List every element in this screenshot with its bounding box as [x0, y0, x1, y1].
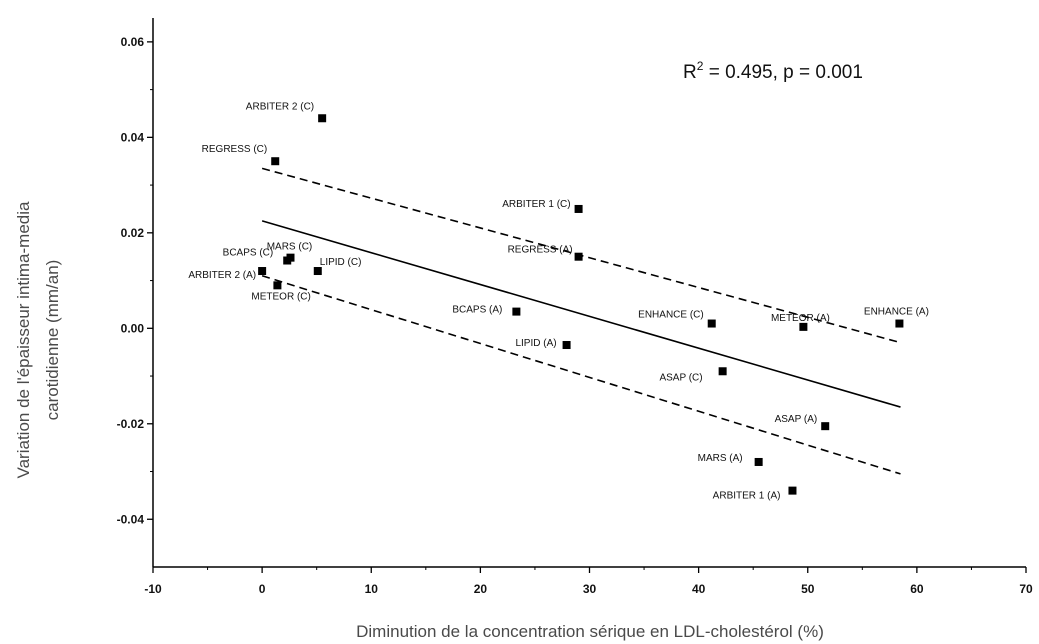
y-tick-label: -0.02: [117, 417, 145, 431]
point-label: ARBITER 2 (C): [246, 101, 314, 112]
point-label: MARS (A): [698, 453, 743, 464]
point-label: MARS (C): [267, 242, 313, 253]
data-point: [718, 367, 727, 376]
point-label: ARBITER 1 (A): [713, 491, 781, 502]
point-label: LIPID (C): [320, 257, 362, 268]
data-point: [271, 157, 280, 166]
y-tick-label: 0.04: [121, 130, 145, 144]
point-label: METEOR (A): [771, 313, 830, 324]
data-point: [512, 307, 521, 316]
data-point: [895, 319, 904, 328]
point-label: BCAPS (A): [452, 305, 502, 316]
point-label: METEOR (C): [251, 291, 310, 302]
point-labels: ARBITER 2 (C) REGRESS (C) ARBITER 1 (C) REG…: [188, 101, 929, 501]
data-point: [258, 267, 267, 276]
y-tick-label: 0.06: [121, 35, 145, 49]
x-tick-label: 10: [365, 582, 379, 596]
y-tick-label: 0.02: [121, 226, 145, 240]
x-tick-label: 60: [910, 582, 924, 596]
point-label: REGRESS (C): [202, 144, 268, 155]
r-squared-annotation: R2 = 0.495, p = 0.001: [683, 59, 863, 83]
point-label: REGRESS (A): [508, 245, 573, 256]
data-point: [799, 322, 808, 331]
y-axis-title-line-1: Variation de l'épaisseur intima-media: [14, 201, 33, 479]
x-tick-label: -10: [144, 582, 162, 596]
data-point: [574, 252, 583, 261]
y-axis-title-line-2: carotidienne (mm/an): [43, 260, 62, 421]
data-point: [562, 341, 571, 350]
data-point: [707, 319, 716, 328]
data-point: [318, 114, 327, 123]
x-tick-label: 70: [1019, 582, 1033, 596]
confidence-band-lower: [261, 275, 901, 475]
x-tick-label: 50: [801, 582, 815, 596]
point-label: ENHANCE (A): [864, 307, 929, 318]
regression-line: [261, 220, 901, 408]
data-points: [258, 114, 904, 495]
point-label: ENHANCE (C): [638, 310, 704, 321]
y-ticks: -0.04 -0.02 0.00 0.02 0.04 0.06: [117, 35, 153, 526]
x-ticks: -10 0 10 20 30 40 50 60 70: [144, 567, 1033, 596]
y-tick-label: 0.00: [121, 321, 145, 335]
y-tick-label: -0.04: [117, 512, 145, 526]
data-point: [574, 204, 583, 213]
x-axis-title: Diminution de la concentration sérique e…: [356, 622, 824, 641]
point-label: ASAP (C): [659, 372, 702, 383]
point-label: ARBITER 2 (A): [188, 270, 256, 281]
data-point: [283, 256, 292, 265]
data-point: [788, 486, 797, 495]
x-tick-label: 0: [259, 582, 266, 596]
x-tick-label: 20: [474, 582, 488, 596]
x-tick-label: 40: [692, 582, 706, 596]
point-label: BCAPS (C): [223, 248, 274, 259]
point-label: ARBITER 1 (C): [502, 199, 570, 210]
data-point: [821, 422, 830, 431]
data-point: [754, 457, 763, 466]
data-point: [313, 267, 322, 276]
x-tick-label: 30: [583, 582, 597, 596]
data-point: [273, 281, 282, 290]
point-label: LIPID (A): [515, 338, 556, 349]
point-label: ASAP (A): [775, 414, 818, 425]
